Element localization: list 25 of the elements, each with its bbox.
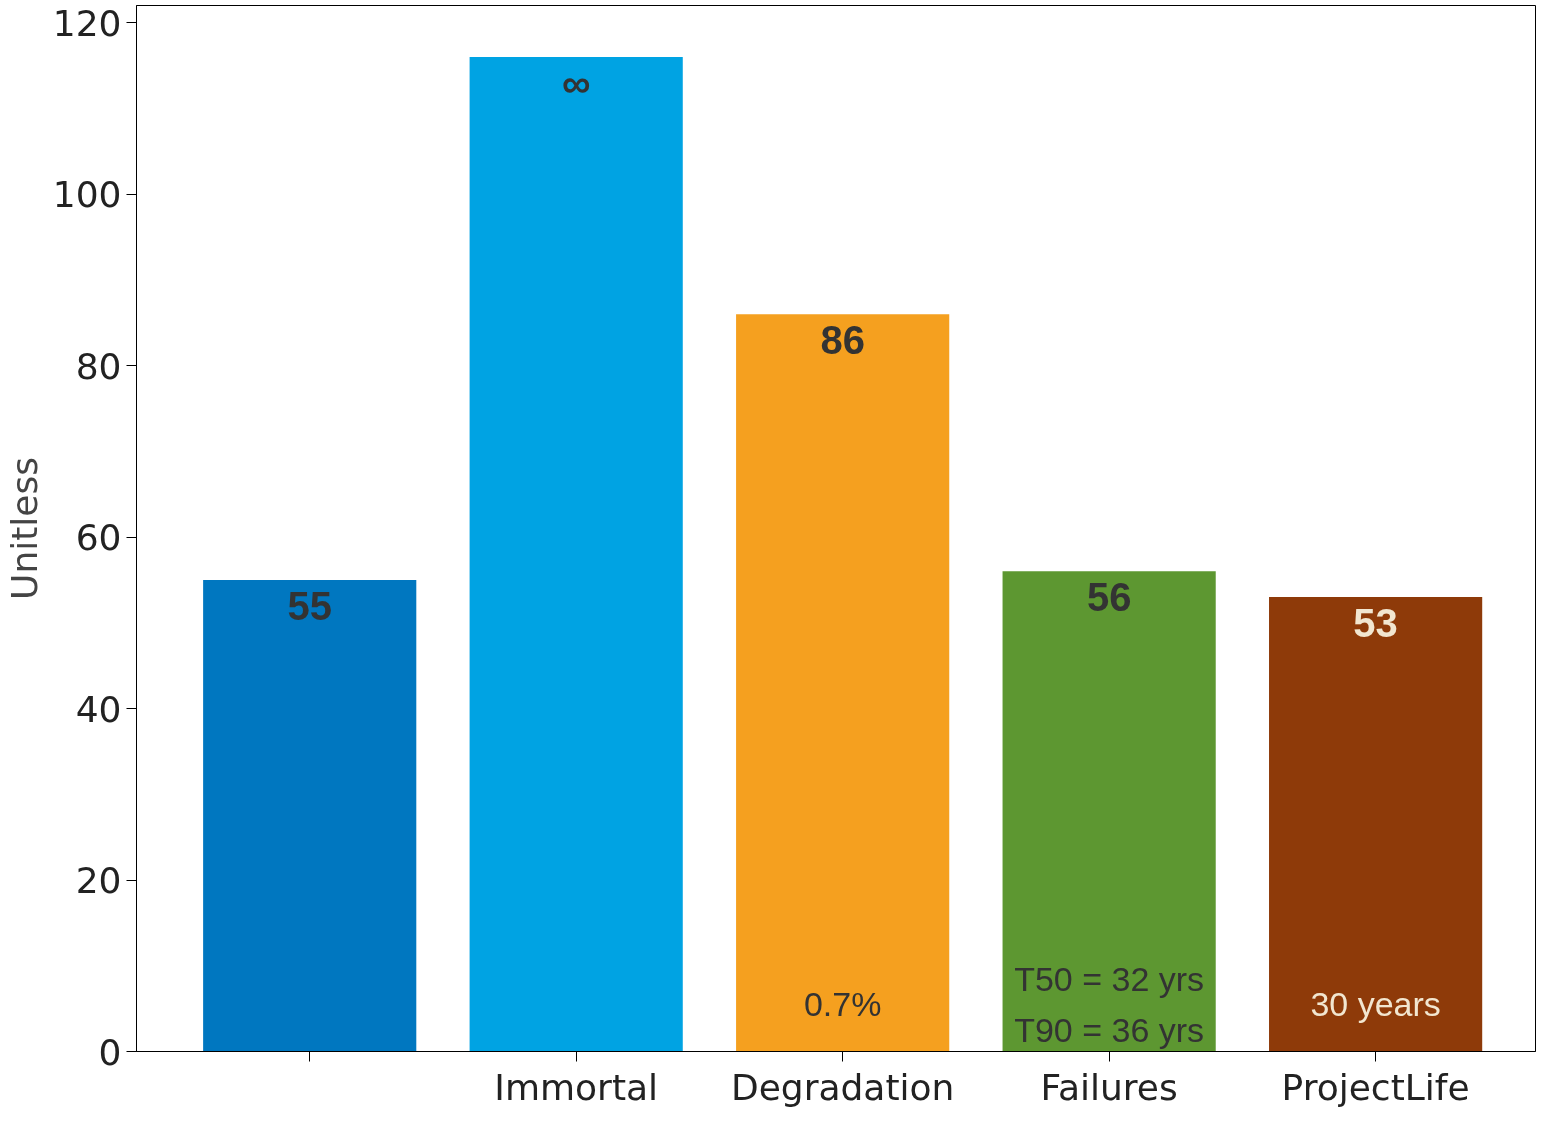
y-tick-label: 0 <box>98 1031 122 1073</box>
bar <box>203 579 417 1052</box>
data-label: 86 <box>820 317 865 362</box>
y-tick-label: 60 <box>75 517 122 559</box>
bar <box>736 314 950 1052</box>
x-tick-label: Degradation <box>730 1066 955 1108</box>
data-label: ∞ <box>561 60 591 105</box>
x-tick-label: ProjectLife <box>1281 1066 1470 1108</box>
data-label: 53 <box>1353 600 1398 645</box>
x-tick-label: Immortal <box>494 1066 659 1108</box>
y-tick-label: 120 <box>52 2 122 44</box>
annotation: 0.7% <box>803 985 882 1024</box>
y-tick-label: 20 <box>75 860 122 902</box>
bar <box>1269 597 1483 1052</box>
y-tick-label: 40 <box>75 688 122 730</box>
annotation: 30 years <box>1310 985 1441 1024</box>
annotation: T50 = 32 yrs T90 = 36 yrs <box>1014 959 1205 1049</box>
bar <box>1002 571 1216 1052</box>
x-tick-label: Failures <box>1040 1066 1178 1108</box>
data-label: 55 <box>287 583 332 628</box>
data-label: 56 <box>1086 575 1132 620</box>
y-axis-title: Unitless <box>3 457 45 600</box>
y-tick-label: 100 <box>52 174 122 216</box>
y-tick-label: 80 <box>75 345 122 387</box>
bar <box>469 56 683 1052</box>
